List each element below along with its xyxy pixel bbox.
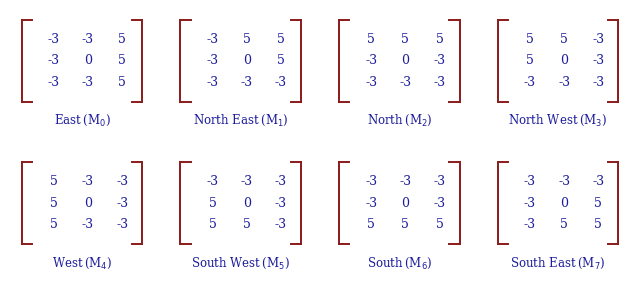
- Text: -3: -3: [206, 176, 218, 189]
- Text: -3: -3: [433, 176, 445, 189]
- Text: -3: -3: [592, 176, 604, 189]
- Text: 5: 5: [367, 33, 375, 46]
- Text: -3: -3: [592, 76, 604, 89]
- Text: 5: 5: [118, 76, 126, 89]
- Text: 5: 5: [560, 218, 568, 231]
- Text: 5: 5: [243, 33, 251, 46]
- Text: 5: 5: [436, 218, 444, 231]
- Text: -3: -3: [365, 76, 377, 89]
- Text: 0: 0: [84, 54, 92, 67]
- Text: 0: 0: [243, 54, 251, 67]
- Text: -3: -3: [275, 176, 287, 189]
- Text: South West (M$_5$): South West (M$_5$): [191, 256, 290, 271]
- Text: 0: 0: [560, 54, 568, 67]
- Text: -3: -3: [206, 76, 218, 89]
- Text: 5: 5: [209, 218, 216, 231]
- Text: -3: -3: [365, 176, 377, 189]
- Text: 5: 5: [50, 176, 58, 189]
- Text: East (M$_0$): East (M$_0$): [54, 113, 110, 128]
- Text: -3: -3: [82, 176, 94, 189]
- Text: -3: -3: [116, 218, 129, 231]
- Text: 5: 5: [277, 33, 285, 46]
- Text: 5: 5: [436, 33, 444, 46]
- Text: -3: -3: [48, 33, 60, 46]
- Text: -3: -3: [558, 76, 570, 89]
- Text: 5: 5: [118, 33, 126, 46]
- Text: -3: -3: [433, 76, 445, 89]
- Text: -3: -3: [241, 76, 253, 89]
- Text: -3: -3: [116, 176, 129, 189]
- Text: -3: -3: [206, 33, 218, 46]
- Text: -3: -3: [241, 176, 253, 189]
- Text: -3: -3: [365, 197, 377, 210]
- Text: -3: -3: [592, 33, 604, 46]
- Text: 5: 5: [50, 218, 58, 231]
- Text: 0: 0: [401, 54, 410, 67]
- Text: 5: 5: [118, 54, 126, 67]
- Text: -3: -3: [524, 176, 536, 189]
- Text: -3: -3: [433, 54, 445, 67]
- Text: -3: -3: [399, 176, 412, 189]
- Text: North West (M$_3$): North West (M$_3$): [508, 113, 607, 128]
- Text: 0: 0: [401, 197, 410, 210]
- Text: South East (M$_7$): South East (M$_7$): [510, 256, 605, 271]
- Text: -3: -3: [592, 54, 604, 67]
- Text: -3: -3: [48, 76, 60, 89]
- Text: 5: 5: [401, 33, 410, 46]
- Text: -3: -3: [433, 197, 445, 210]
- Text: -3: -3: [524, 76, 536, 89]
- Text: -3: -3: [365, 54, 377, 67]
- Text: 0: 0: [243, 197, 251, 210]
- Text: 0: 0: [84, 197, 92, 210]
- Text: 5: 5: [367, 218, 375, 231]
- Text: -3: -3: [524, 218, 536, 231]
- Text: 5: 5: [277, 54, 285, 67]
- Text: 5: 5: [526, 54, 534, 67]
- Text: 5: 5: [526, 33, 534, 46]
- Text: 5: 5: [243, 218, 251, 231]
- Text: -3: -3: [82, 33, 94, 46]
- Text: -3: -3: [275, 76, 287, 89]
- Text: -3: -3: [399, 76, 412, 89]
- Text: -3: -3: [116, 197, 129, 210]
- Text: 5: 5: [401, 218, 410, 231]
- Text: -3: -3: [82, 76, 94, 89]
- Text: North (M$_2$): North (M$_2$): [367, 113, 432, 128]
- Text: 5: 5: [560, 33, 568, 46]
- Text: 5: 5: [595, 218, 602, 231]
- Text: 5: 5: [50, 197, 58, 210]
- Text: South (M$_6$): South (M$_6$): [367, 256, 432, 271]
- Text: 5: 5: [595, 197, 602, 210]
- Text: West (M$_4$): West (M$_4$): [52, 256, 112, 271]
- Text: 0: 0: [560, 197, 568, 210]
- Text: -3: -3: [524, 197, 536, 210]
- Text: 5: 5: [209, 197, 216, 210]
- Text: -3: -3: [82, 218, 94, 231]
- Text: -3: -3: [558, 176, 570, 189]
- Text: -3: -3: [275, 197, 287, 210]
- Text: -3: -3: [275, 218, 287, 231]
- Text: -3: -3: [206, 54, 218, 67]
- Text: -3: -3: [48, 54, 60, 67]
- Text: North East (M$_1$): North East (M$_1$): [193, 113, 289, 128]
